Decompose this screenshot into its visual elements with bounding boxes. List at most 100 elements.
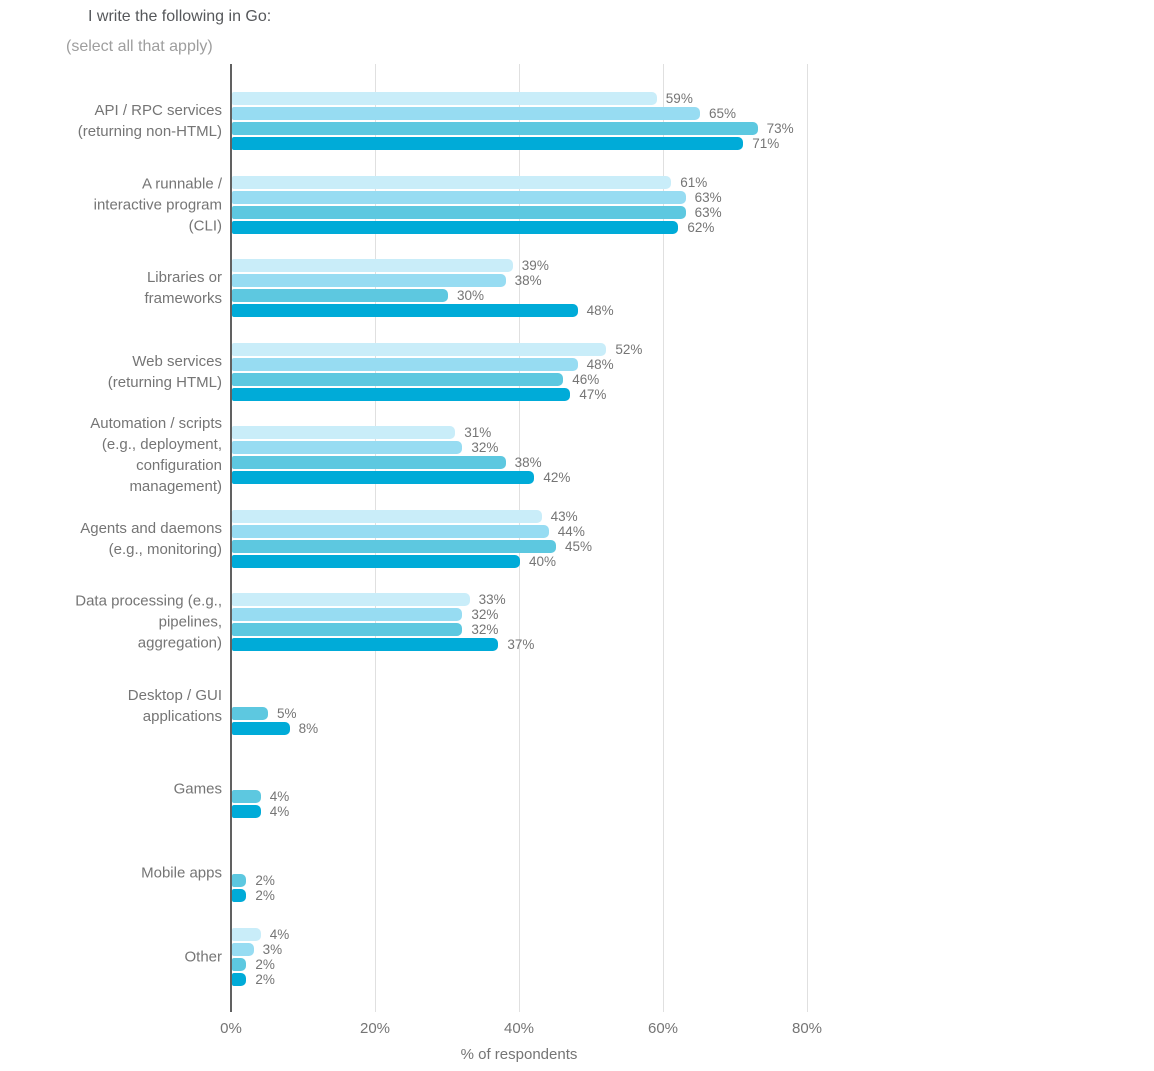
bar-series-4 bbox=[232, 137, 744, 150]
bar-series-4 bbox=[232, 638, 499, 652]
chart-subtitle: (select all that apply) bbox=[66, 38, 213, 55]
category-label-line: management) bbox=[129, 478, 222, 496]
bar-series-3 bbox=[232, 122, 758, 135]
category-label-line: pipelines, bbox=[158, 613, 222, 631]
bar-value-label: 65% bbox=[709, 106, 737, 121]
bar-group: A runnable / interactive program (CLI) 61% 6… bbox=[94, 174, 954, 235]
x-axis-title: % of respondents bbox=[460, 1046, 578, 1063]
category-label-line: (returning non-HTML) bbox=[77, 123, 222, 140]
bar-value-label: 39% bbox=[521, 258, 549, 274]
bar-value-label: 43% bbox=[550, 508, 578, 524]
category-label: Mobile apps bbox=[0, 862, 222, 883]
bar-series-1 bbox=[232, 342, 607, 356]
bar-value-label: 5% bbox=[277, 705, 297, 721]
category-label-line: (returning HTML) bbox=[107, 373, 222, 391]
category-label: Agents and daemons (e.g., monitoring) bbox=[0, 518, 222, 560]
category-label: Data processing (e.g., pipelines, aggregat… bbox=[0, 591, 222, 654]
bar-series-1 bbox=[232, 426, 456, 440]
bar-series-3 bbox=[232, 456, 506, 470]
bar-group: Automation / scripts (e.g., deployment, co… bbox=[90, 415, 954, 495]
bar-value-label: 31% bbox=[464, 425, 492, 441]
bar-value-label: 32% bbox=[471, 440, 499, 456]
bar-group: Mobile apps 2% 2% bbox=[141, 844, 954, 903]
bar-series-4 bbox=[232, 471, 535, 485]
category-label-line: applications bbox=[142, 707, 222, 725]
bar-value-label: 63% bbox=[694, 189, 722, 205]
bar-value-label: 2% bbox=[255, 887, 275, 903]
x-tick-label-60: 60% bbox=[647, 1020, 679, 1037]
bar-value-label: 30% bbox=[457, 288, 485, 304]
bar-value-label: 37% bbox=[507, 637, 535, 653]
bar-value-label: 38% bbox=[514, 455, 542, 471]
gridline-80 bbox=[807, 64, 808, 1012]
category-label-line: interactive program bbox=[93, 196, 222, 214]
bar-value-label: 40% bbox=[529, 553, 557, 569]
gridline-20 bbox=[375, 64, 376, 1012]
category-label-line: Other bbox=[184, 948, 222, 965]
bar-series-4 bbox=[232, 721, 290, 735]
bar-value-label: 2% bbox=[255, 872, 275, 888]
category-label-line: Games bbox=[173, 780, 222, 798]
bar-value-label: 73% bbox=[766, 121, 794, 136]
bar-series-1 bbox=[232, 259, 513, 273]
bar-value-label: 4% bbox=[269, 789, 290, 805]
category-label-line: Desktop / GUI bbox=[127, 686, 222, 704]
bar-value-label: 52% bbox=[615, 341, 643, 357]
bar-value-label: 59% bbox=[665, 91, 693, 106]
bar-value-label: 32% bbox=[471, 622, 499, 638]
bar-value-label: 42% bbox=[543, 470, 571, 486]
bar-series-4 bbox=[232, 387, 571, 401]
category-label-line: configuration bbox=[136, 457, 222, 475]
category-label: Web services (returning HTML) bbox=[0, 351, 222, 393]
bar-group: Data processing (e.g., pipelines, aggregat… bbox=[75, 592, 954, 653]
bar-value-label: 63% bbox=[694, 204, 722, 220]
bar-value-label: 2% bbox=[255, 956, 275, 972]
gridline-40 bbox=[519, 64, 520, 1012]
bar-group: API / RPC services (returning non-HTML) 59… bbox=[78, 91, 954, 151]
category-label-line: aggregation) bbox=[137, 634, 222, 652]
bar-series-1 bbox=[232, 175, 672, 189]
x-tick-label-20: 20% bbox=[359, 1020, 391, 1037]
category-label: Games bbox=[0, 779, 222, 800]
gridline-60 bbox=[663, 64, 664, 1012]
category-label: Automation / scripts (e.g., deployment, co… bbox=[0, 413, 222, 497]
chart-title: I write the following in Go: bbox=[88, 8, 272, 25]
bar-group: Libraries or frameworks 39% 38% 30% 48% bbox=[144, 258, 954, 319]
bar-value-label: 4% bbox=[269, 926, 290, 942]
bar-series-1 bbox=[232, 92, 657, 105]
category-label-line: Automation / scripts bbox=[90, 415, 222, 433]
bar-series-2 bbox=[232, 524, 549, 538]
category-label-line: API / RPC services bbox=[94, 102, 222, 119]
bar-value-label: 4% bbox=[269, 804, 290, 820]
category-label-line: (e.g., deployment, bbox=[101, 436, 222, 454]
bar-series-4 bbox=[232, 888, 247, 902]
bar-group: Agents and daemons (e.g., monitoring) 43% 4… bbox=[80, 508, 954, 569]
category-label: API / RPC services (returning non-HTML) bbox=[0, 100, 222, 142]
bar-series-3 bbox=[232, 289, 448, 303]
plot-area: API / RPC services (returning non-HTML) 59… bbox=[75, 64, 954, 1012]
bar-value-label: 62% bbox=[687, 219, 715, 235]
bar-value-label: 8% bbox=[298, 720, 319, 736]
bar-series-4 bbox=[232, 972, 247, 986]
category-label: Desktop / GUI applications bbox=[0, 685, 222, 727]
bar-series-1 bbox=[232, 927, 261, 941]
bar-value-label: 61% bbox=[680, 174, 708, 190]
bar-series-4 bbox=[232, 304, 578, 318]
x-axis: 0% 20% 40% 60% 80% bbox=[220, 1020, 954, 1040]
bar-series-2 bbox=[232, 608, 463, 622]
bar-value-label: 48% bbox=[586, 303, 614, 319]
bar-series-1 bbox=[232, 593, 470, 607]
bar-value-label: 2% bbox=[255, 971, 275, 987]
bar-series-1 bbox=[232, 509, 542, 523]
category-label-line: Agents and daemons bbox=[80, 519, 222, 537]
bar-value-label: 45% bbox=[565, 538, 593, 554]
x-tick-label-40: 40% bbox=[503, 1020, 535, 1037]
category-label-line: frameworks bbox=[144, 290, 222, 308]
bar-series-3 bbox=[232, 539, 556, 553]
bar-series-3 bbox=[232, 623, 463, 637]
x-tick-label-0: 0% bbox=[220, 1020, 242, 1037]
category-label-line: (CLI) bbox=[188, 217, 222, 235]
bar-series-3 bbox=[232, 205, 686, 219]
bar-value-label: 48% bbox=[586, 356, 614, 372]
